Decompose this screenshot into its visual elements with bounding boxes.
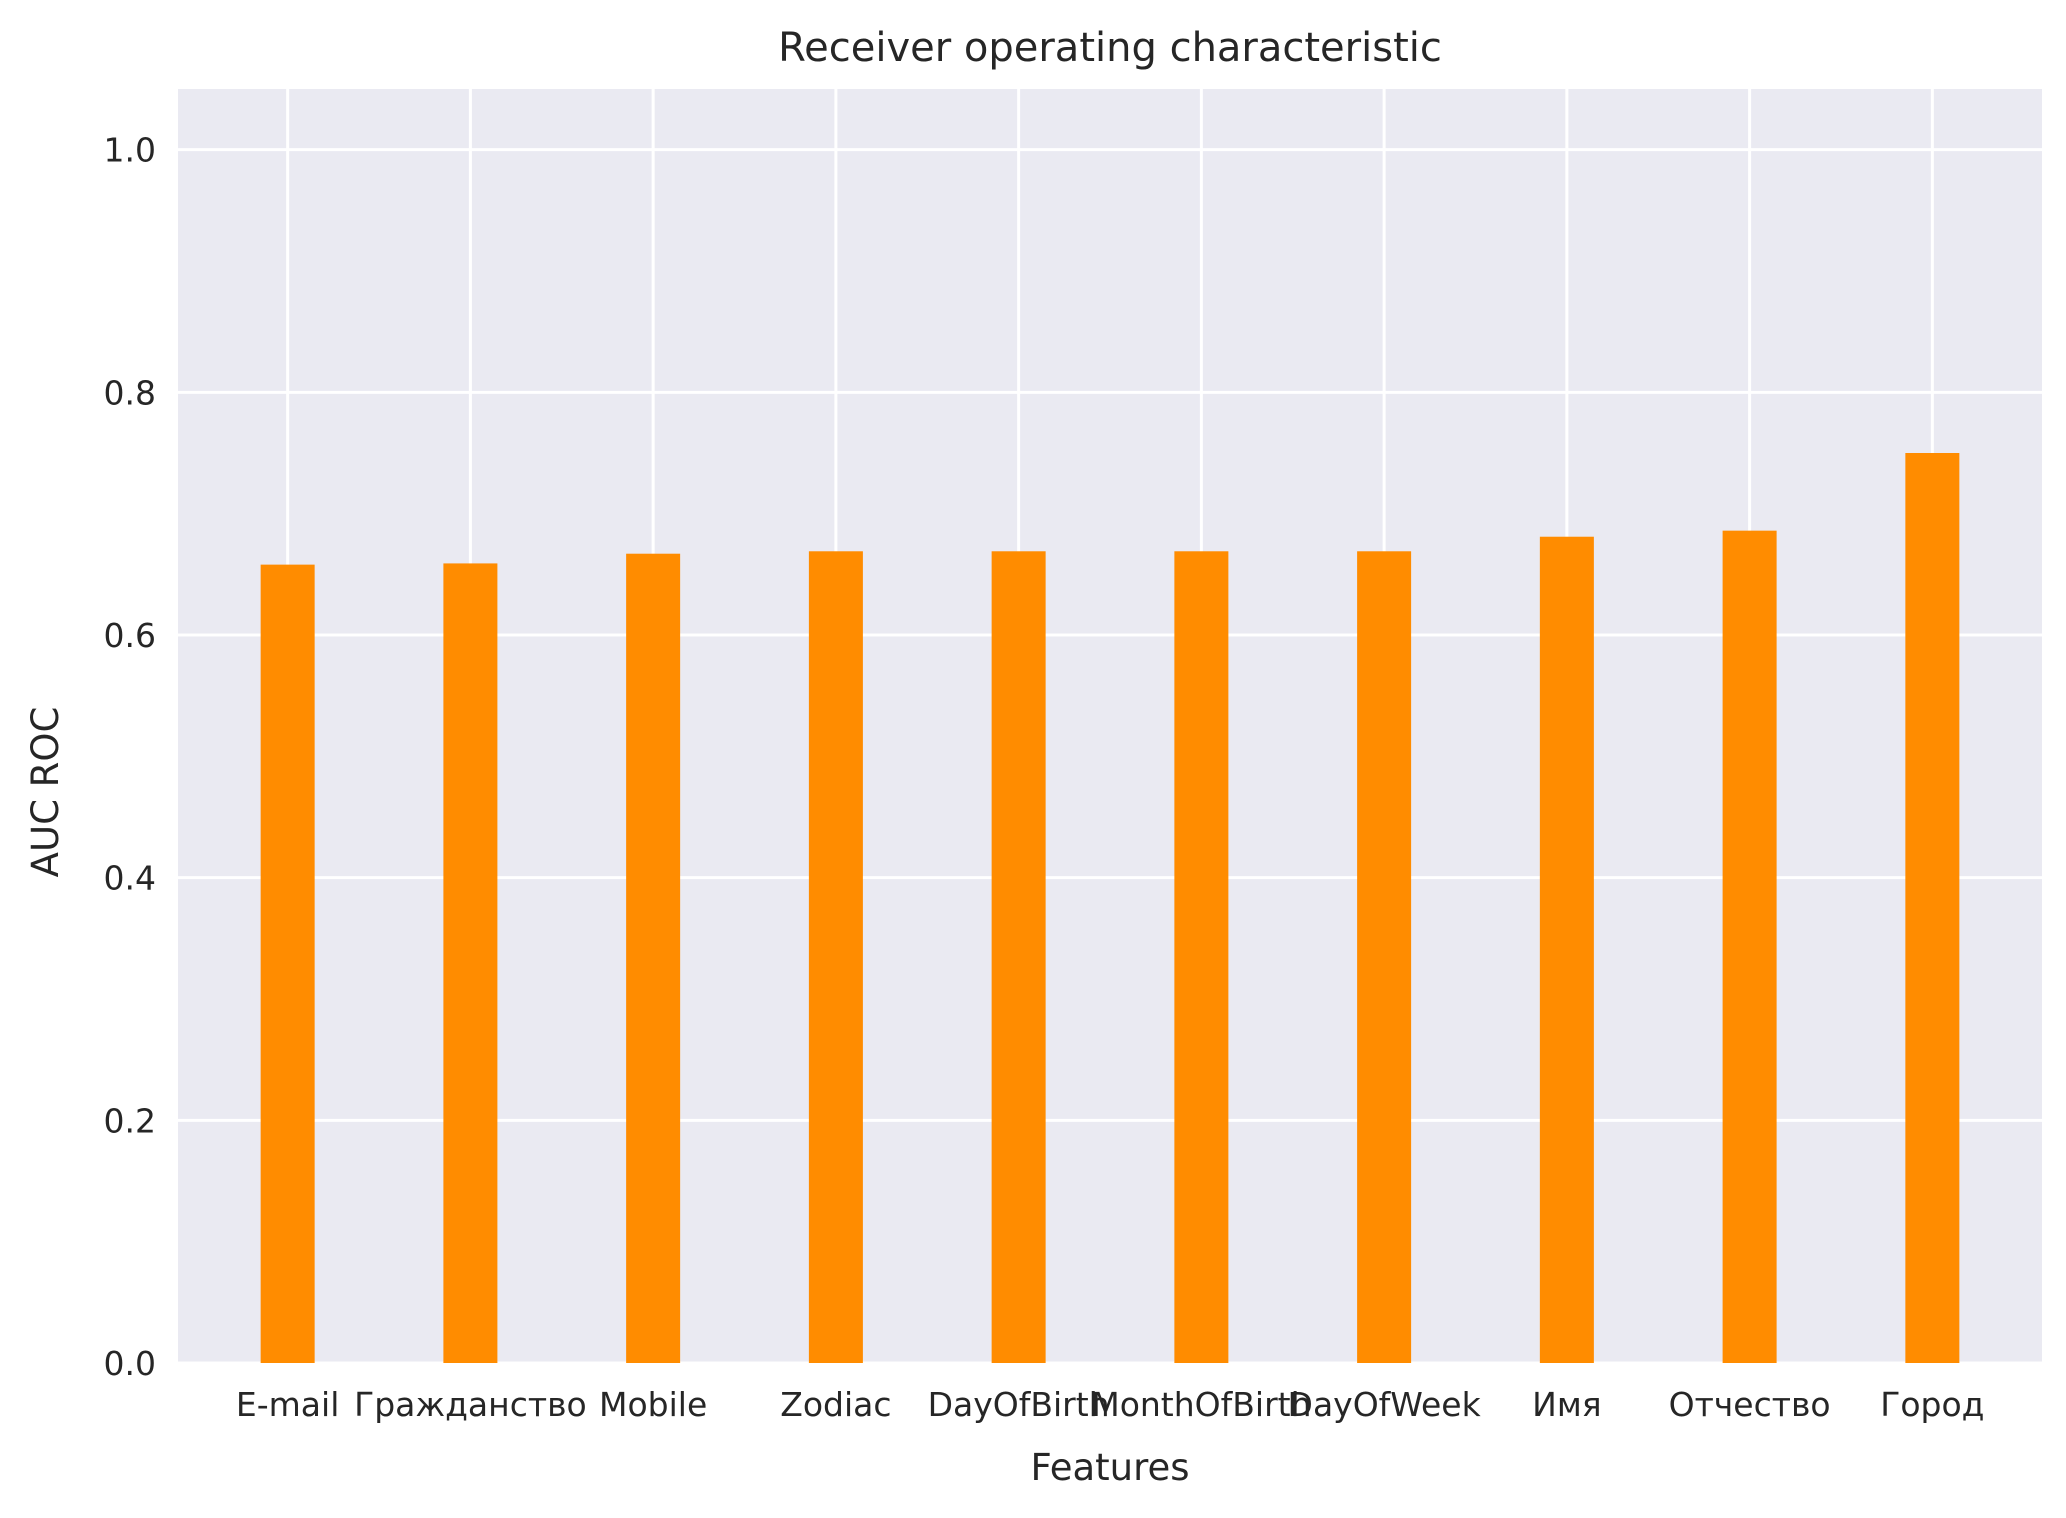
x-tick-label: DayOfBirth [928,1385,1110,1424]
bar [1539,536,1594,1363]
x-tick-label: DayOfWeek [1288,1385,1482,1424]
y-axis-ticks: 0.0 0.2 0.4 0.6 0.8 1.0 [104,131,156,1383]
bar [1722,530,1777,1363]
y-tick-label: 0.0 [104,1344,156,1383]
x-tick-label: Гражданство [354,1385,587,1424]
bar [443,563,498,1363]
bars [260,453,1960,1363]
x-tick-label: Город [1880,1385,1984,1424]
y-tick-label: 0.6 [104,616,156,655]
x-axis-label: Features [1030,1446,1189,1489]
y-tick-label: 0.8 [104,373,156,412]
bar [1357,551,1412,1363]
y-axis-label: AUC ROC [24,707,67,878]
y-tick-label: 0.2 [104,1101,156,1140]
x-tick-label: MonthOfBirth [1091,1385,1311,1424]
x-tick-label: Отчество [1669,1385,1831,1424]
bar [1174,551,1229,1363]
y-tick-label: 0.4 [104,859,156,898]
x-tick-label: E-mail [236,1385,339,1424]
chart-title: Receiver operating characteristic [778,25,1442,71]
bar [1905,453,1960,1363]
x-tick-label: Имя [1532,1385,1601,1424]
bar [991,551,1046,1363]
x-tick-label: Mobile [599,1385,707,1424]
bar [808,551,863,1363]
x-tick-label: Zodiac [780,1385,891,1424]
bar [260,564,315,1363]
bar [626,553,681,1363]
x-axis-ticks: E-mail Гражданство Mobile Zodiac DayOfBirthM… [236,1385,1985,1424]
y-tick-label: 1.0 [104,131,156,170]
